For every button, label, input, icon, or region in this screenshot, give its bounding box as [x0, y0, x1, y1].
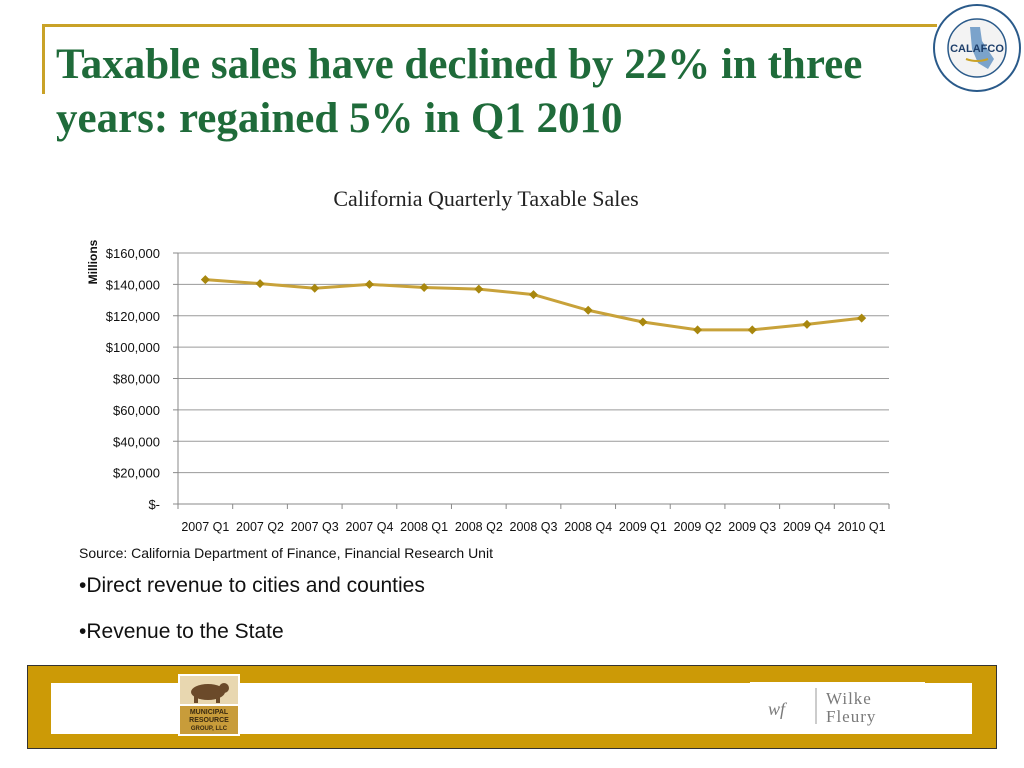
data-point	[857, 313, 867, 323]
series-group	[200, 275, 867, 335]
series-line	[205, 278, 862, 332]
wilke-fleury-logo: wf Wilke Fleury	[750, 682, 925, 730]
x-tick-label: 2007 Q4	[345, 520, 393, 534]
municipal-resource-group-logo: MUNICIPAL RESOURCE GROUP, LLC	[178, 674, 240, 736]
svg-text:Wilke: Wilke	[826, 689, 872, 708]
y-tick-label: $140,000	[106, 277, 160, 292]
y-tick-label: $60,000	[113, 403, 160, 418]
x-tick-label: 2007 Q3	[291, 520, 339, 534]
y-axis-tick-labels: $- $20,000 $40,000 $60,000 $80,000 $100,000 $1…	[106, 246, 160, 512]
bullet-item-2: •Revenue to the State	[79, 620, 284, 643]
data-point	[693, 325, 703, 335]
x-tick-label: 2009 Q3	[728, 520, 776, 534]
x-tick-label: 2008 Q1	[400, 520, 448, 534]
calafco-logo: CALAFCO	[933, 4, 1021, 92]
wf-monogram: wf	[768, 699, 788, 719]
data-point	[310, 283, 320, 293]
svg-text:RESOURCE: RESOURCE	[189, 717, 229, 724]
svg-text:Fleury: Fleury	[826, 707, 876, 726]
x-tick-label: 2009 Q2	[674, 520, 722, 534]
x-tick-label: 2009 Q4	[783, 520, 831, 534]
x-tick-label: 2010 Q1	[838, 520, 886, 534]
line-chart: $- $20,000 $40,000 $60,000 $80,000 $100,000 $1…	[86, 239, 890, 534]
x-tick-label: 2009 Q1	[619, 520, 667, 534]
y-tick-label: $-	[148, 497, 160, 512]
title-accent-rule-vertical	[42, 24, 45, 94]
calafco-wordmark: CALAFCO	[950, 43, 1004, 55]
data-point	[529, 290, 538, 300]
source-note: Source: California Department of Finance…	[79, 545, 493, 561]
title-accent-rule-horizontal	[42, 24, 937, 27]
data-point	[474, 284, 484, 294]
data-point	[419, 283, 429, 293]
y-tick-label: $100,000	[106, 340, 160, 355]
y-tick-label: $40,000	[113, 434, 160, 449]
x-tick-label: 2008 Q4	[564, 520, 612, 534]
y-tick-label: $20,000	[113, 466, 160, 481]
y-tick-label: $120,000	[106, 309, 160, 324]
data-point	[747, 325, 757, 335]
data-point	[255, 279, 265, 289]
slide-title: Taxable sales have declined by 22% in th…	[56, 41, 863, 142]
chart-title: California Quarterly Taxable Sales	[333, 186, 639, 211]
chart-gridlines	[173, 252, 890, 509]
data-point	[364, 279, 374, 289]
data-point	[583, 305, 593, 315]
data-point	[200, 275, 210, 285]
x-tick-label: 2007 Q1	[181, 520, 229, 534]
svg-text:GROUP, LLC: GROUP, LLC	[191, 726, 228, 732]
y-axis-label: Millions	[86, 239, 100, 284]
y-tick-label: $80,000	[113, 372, 160, 387]
data-point	[802, 319, 812, 329]
x-axis-tick-labels: 2007 Q1 2007 Q2 2007 Q3 2007 Q4 2008 Q1 2008 …	[181, 520, 885, 534]
bullet-item-1: •Direct revenue to cities and counties	[79, 574, 425, 597]
x-tick-label: 2008 Q2	[455, 520, 503, 534]
svg-text:MUNICIPAL: MUNICIPAL	[190, 709, 229, 716]
data-point	[638, 317, 648, 327]
x-tick-label: 2008 Q3	[510, 520, 558, 534]
x-tick-label: 2007 Q2	[236, 520, 284, 534]
y-tick-label: $160,000	[106, 246, 160, 261]
